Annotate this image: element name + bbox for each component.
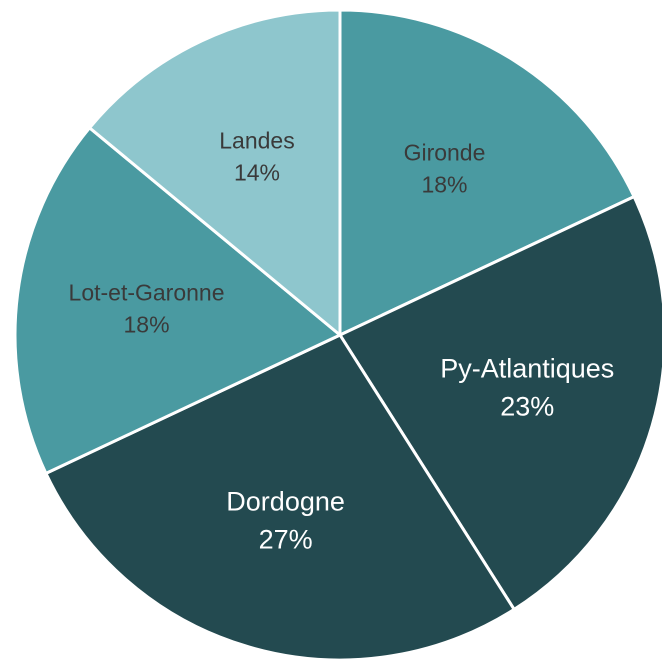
slice-label: Py-Atlantiques [440, 354, 614, 384]
slice-label: Gironde [404, 139, 486, 165]
pie-slice [337, 194, 662, 612]
pie-slice [338, 8, 637, 338]
pie-slice [13, 125, 343, 476]
pie-slice [87, 8, 342, 339]
pie-slice [43, 333, 517, 661]
slice-value-label: 18% [421, 172, 467, 198]
slice-value-label: 14% [234, 160, 280, 186]
slice-label: Dordogne [226, 486, 345, 516]
slice-value-label: 27% [259, 524, 313, 554]
slice-value-label: 23% [500, 391, 554, 421]
slice-label: Lot-et-Garonne [69, 280, 225, 306]
slice-label: Landes [219, 128, 294, 154]
slice-value-label: 18% [124, 312, 170, 338]
